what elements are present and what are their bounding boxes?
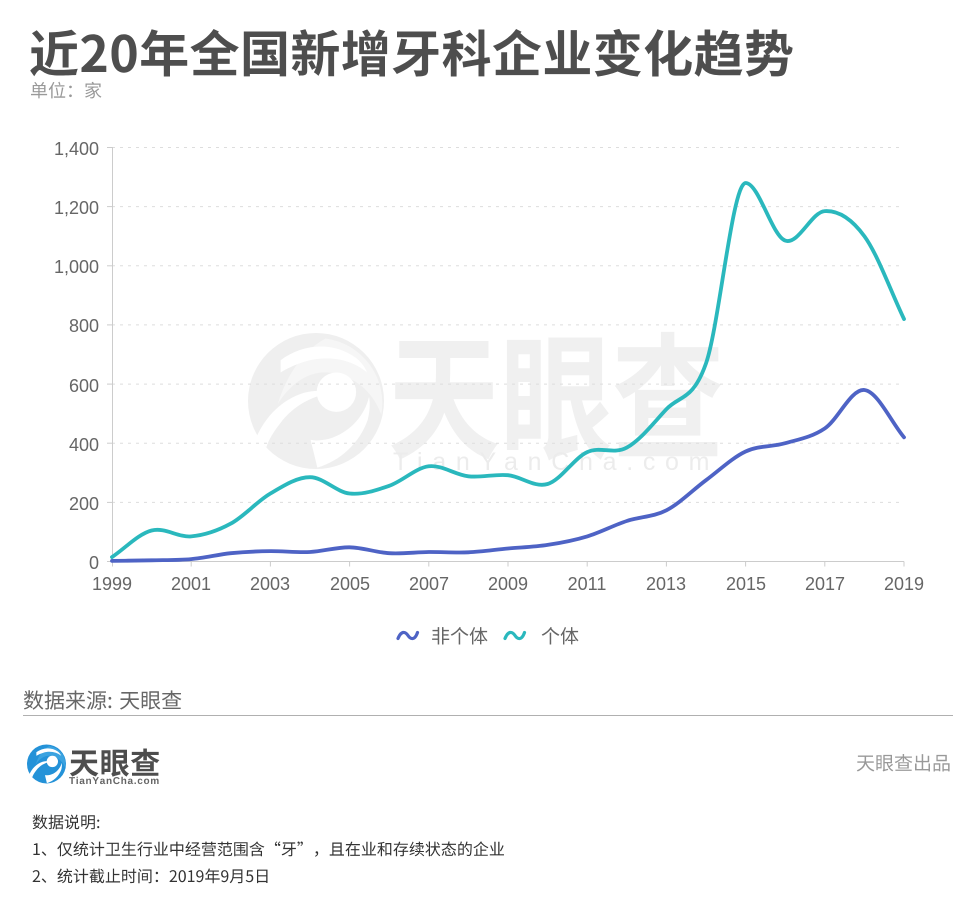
svg-text:TianYanCha.com: TianYanCha.com (393, 448, 719, 476)
